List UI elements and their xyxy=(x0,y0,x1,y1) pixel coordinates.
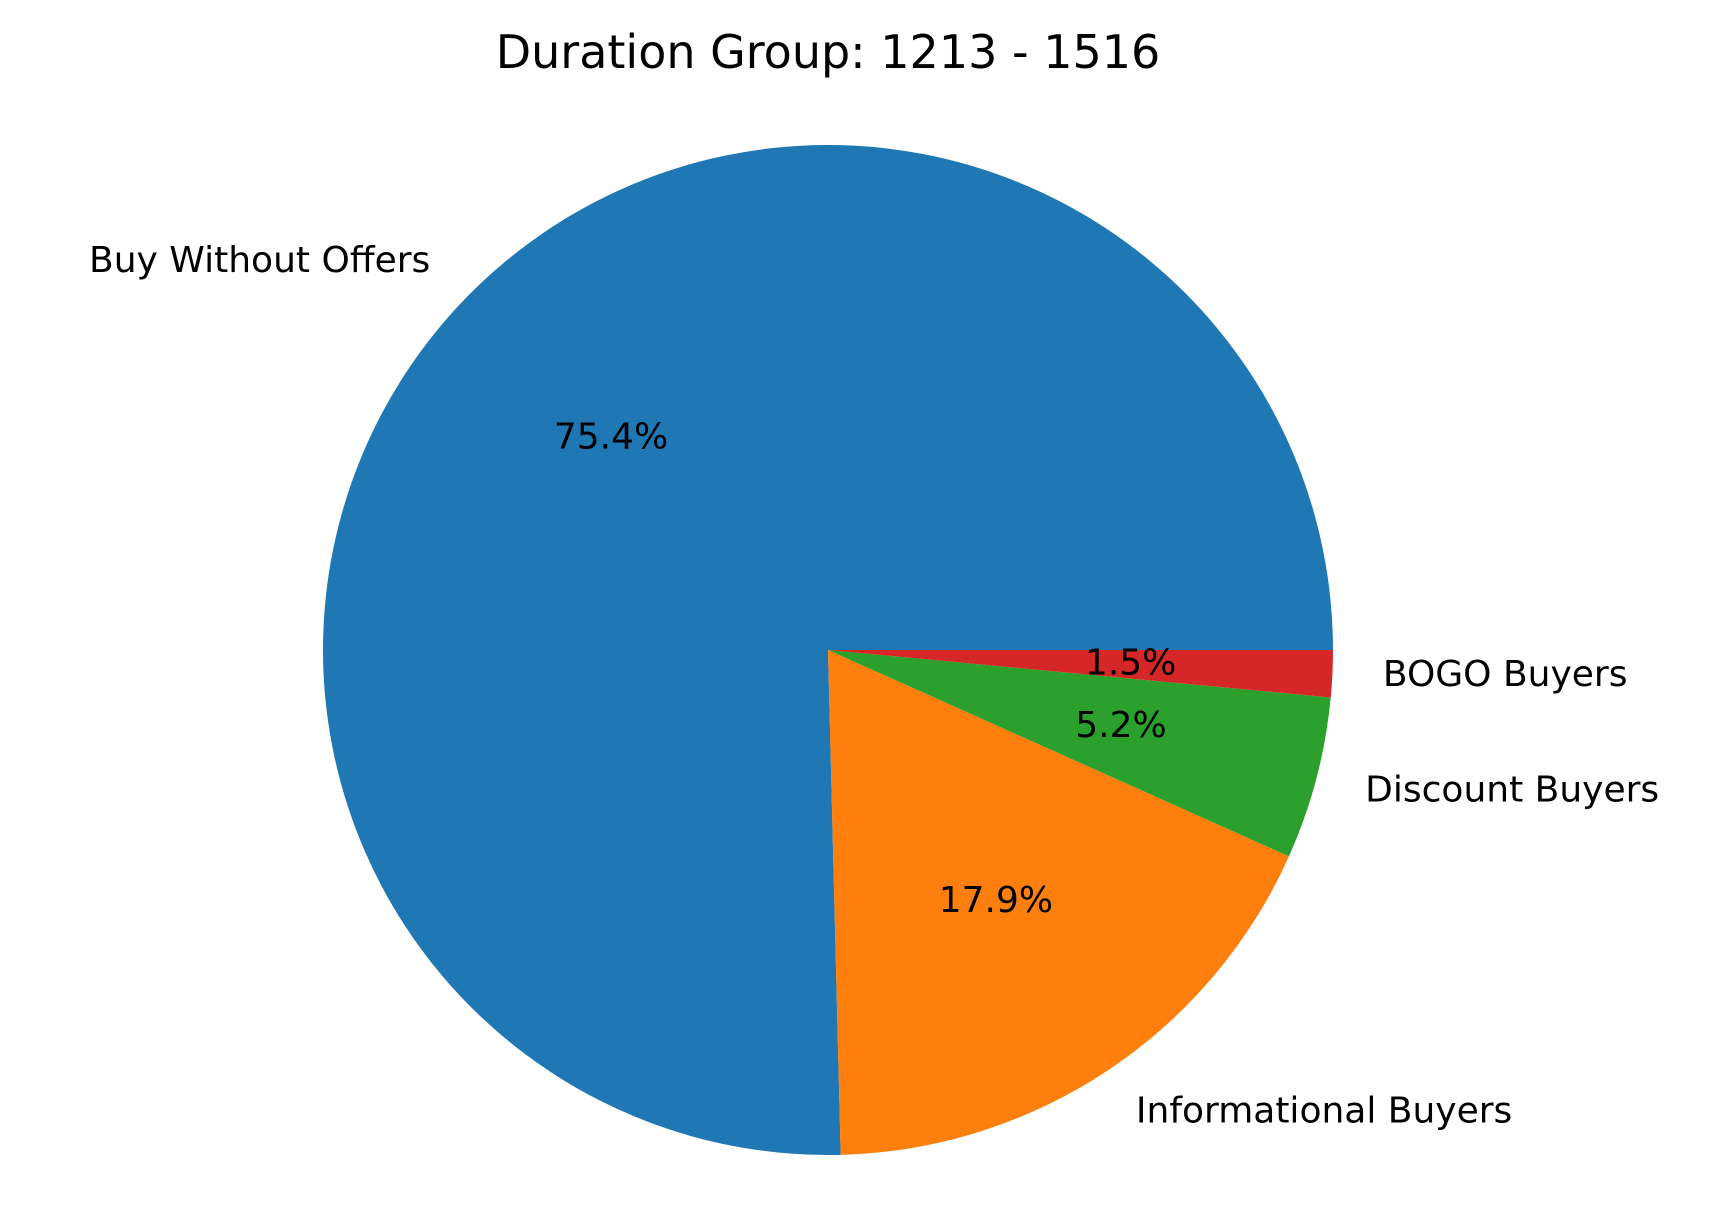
slice-percentage-label: 5.2% xyxy=(1075,705,1166,746)
pie-labels: Buy Without Offers 75.4% Informational Buy… xyxy=(89,240,1659,1131)
pie-slice-bogo-buyers xyxy=(828,650,1333,698)
slice-percentage-label: 17.9% xyxy=(939,880,1053,921)
slice-label: Discount Buyers xyxy=(1365,770,1659,811)
slice-percentage-label: 75.4% xyxy=(554,416,668,457)
slice-label: Buy Without Offers xyxy=(89,240,430,281)
pie-slice-buy-without-offers xyxy=(323,145,1333,1156)
chart-title: Duration Group: 1213 - 1516 xyxy=(496,25,1161,79)
pie-slice-informational-buyers xyxy=(828,650,1289,1155)
pie-slice-discount-buyers xyxy=(828,650,1331,857)
pie-slices xyxy=(323,145,1333,1156)
slice-label: Informational Buyers xyxy=(1136,1090,1512,1131)
slice-label: BOGO Buyers xyxy=(1383,654,1628,695)
slice-percentage-label: 1.5% xyxy=(1085,642,1176,683)
